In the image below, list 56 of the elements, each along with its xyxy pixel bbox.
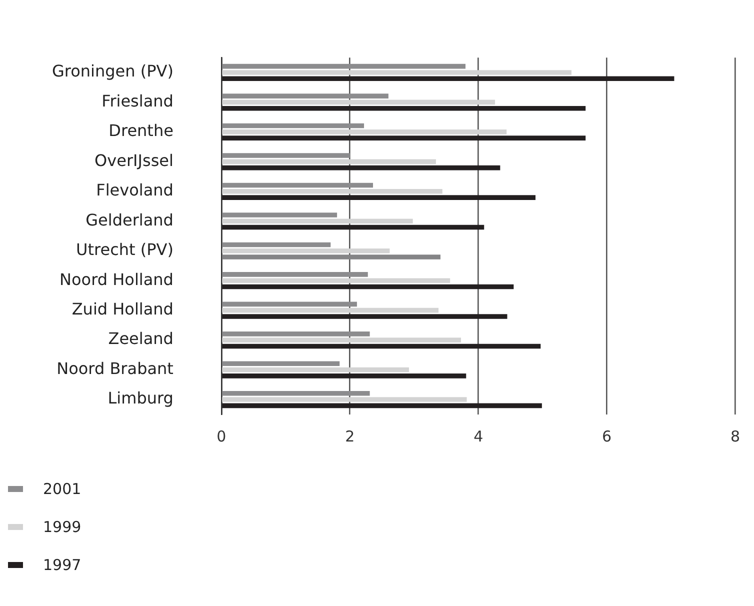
bar [222, 242, 331, 248]
bar [222, 397, 467, 402]
x-tick-label: 4 [474, 427, 484, 446]
x-tick-label: 0 [216, 427, 226, 446]
bar [222, 195, 536, 200]
y-tick-label: OverIJssel [94, 150, 174, 170]
bar [222, 254, 440, 260]
y-tick-label: Noord Brabant [56, 358, 174, 378]
y-tick-label: Flevoland [96, 180, 174, 200]
bar [222, 272, 368, 277]
y-tick-label: Friesland [102, 91, 174, 110]
y-tick-label: Drenthe [108, 121, 174, 140]
bar [222, 284, 514, 290]
bar [222, 94, 388, 98]
bar [222, 332, 370, 336]
bar [222, 374, 466, 378]
legend-label: 1997 [43, 556, 82, 574]
bar [222, 302, 357, 307]
bar [222, 218, 413, 224]
y-tick-label: Zeeland [108, 329, 174, 348]
y-tick-label: Noord Holland [60, 270, 174, 289]
bar [222, 189, 442, 194]
bar [222, 403, 542, 408]
y-tick-label: Gelderland [86, 210, 174, 230]
legend-label: 2001 [43, 480, 82, 498]
bar [222, 123, 364, 128]
bar [222, 361, 340, 366]
bar [222, 130, 507, 134]
y-tick-label: Zuid Holland [72, 299, 174, 318]
y-tick-label: Utrecht (PV) [76, 240, 174, 260]
bar [222, 70, 572, 75]
bar [222, 212, 338, 218]
bar [222, 153, 350, 158]
bar [222, 76, 674, 82]
bar [222, 367, 409, 372]
bar [222, 100, 496, 105]
y-tick-label: Limburg [108, 388, 174, 408]
x-tick-label: 6 [602, 427, 612, 446]
x-tick-label: 8 [730, 427, 740, 446]
legend-label: 1999 [43, 518, 82, 536]
bar [222, 224, 484, 230]
bar [222, 390, 370, 396]
bar [222, 64, 466, 69]
bar [222, 159, 436, 164]
bar [222, 182, 374, 188]
bar [222, 308, 439, 313]
bar [222, 278, 450, 283]
bar [222, 314, 508, 319]
bar [222, 136, 586, 140]
bar [222, 248, 390, 254]
bar [222, 165, 500, 170]
bar [222, 106, 586, 111]
bar [222, 344, 541, 349]
y-tick-label: Groningen (PV) [52, 62, 174, 81]
bar [222, 338, 461, 342]
x-tick-label: 2 [345, 427, 355, 446]
